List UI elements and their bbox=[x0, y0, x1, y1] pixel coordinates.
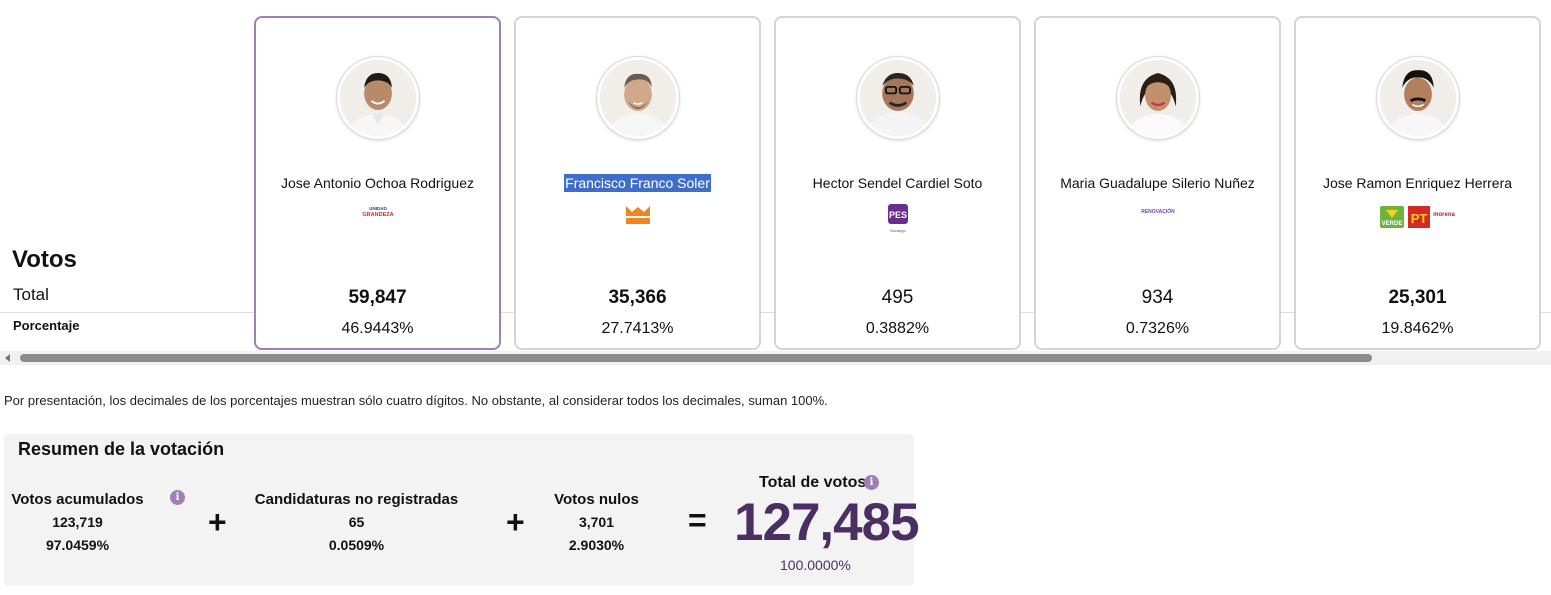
total-votes-percentage: 100.0000% bbox=[780, 557, 851, 573]
svg-text:VERDE: VERDE bbox=[1381, 221, 1402, 227]
candidate-name: Hector Sendel Cardiel Soto bbox=[812, 175, 983, 191]
null-votes-value: 3,701 bbox=[578, 514, 615, 530]
svg-text:Durango: Durango bbox=[890, 228, 906, 233]
unregistered-value: 65 bbox=[348, 514, 365, 530]
scrollbar-thumb[interactable] bbox=[20, 354, 1372, 362]
candidate-card[interactable]: Maria Guadalupe Silerio Nuñez RENOVACIÓN… bbox=[1034, 16, 1281, 350]
accumulated-votes: Votos acumulados 123,719 97.0459% bbox=[10, 491, 145, 553]
svg-text:RENOVACIÓN: RENOVACIÓN bbox=[1141, 207, 1175, 215]
accumulated-votes-label: Votos acumulados bbox=[11, 491, 144, 508]
candidate-card[interactable]: Jose Ramon Enriquez Herrera VERDE PT mor… bbox=[1294, 16, 1541, 350]
candidate-percentage: 0.7326% bbox=[1125, 320, 1190, 337]
unregistered-candidates: Candidaturas no registradas 65 0.0509% bbox=[249, 491, 464, 553]
null-votes-label: Votos nulos bbox=[554, 491, 639, 508]
total-row-label: Total bbox=[13, 285, 49, 304]
party-logo: PES Durango bbox=[776, 204, 1019, 233]
svg-text:GRANDEZA: GRANDEZA bbox=[362, 212, 393, 218]
svg-text:PT: PT bbox=[1410, 211, 1427, 226]
party-logo: RENOVACIÓN bbox=[1036, 204, 1279, 232]
candidate-percentage: 27.7413% bbox=[601, 320, 674, 337]
party-logo: UNIDAD GRANDEZA bbox=[256, 204, 499, 232]
candidate-card[interactable]: Francisco Franco Soler 35,366 27.7413% bbox=[514, 16, 761, 350]
info-icon[interactable]: i bbox=[170, 490, 185, 505]
candidate-votes: 35,366 bbox=[608, 287, 667, 308]
info-icon[interactable]: i bbox=[864, 475, 879, 490]
candidate-votes: 25,301 bbox=[1388, 287, 1447, 308]
null-votes: Votos nulos 3,701 2.9030% bbox=[539, 491, 654, 553]
accumulated-votes-percentage: 97.0459% bbox=[45, 537, 110, 553]
votes-labels: Votos Total Porcentaje bbox=[0, 0, 250, 350]
candidate-votes: 495 bbox=[881, 287, 914, 308]
svg-text:morena: morena bbox=[1433, 212, 1455, 218]
candidate-avatar bbox=[1376, 57, 1459, 139]
candidate-avatar bbox=[856, 57, 939, 139]
party-logo: VERDE PT morena bbox=[1296, 204, 1539, 232]
candidate-name: Francisco Franco Soler bbox=[516, 174, 759, 192]
plus-operator: + bbox=[208, 504, 227, 540]
candidate-avatar bbox=[1116, 57, 1199, 139]
candidate-card[interactable]: Hector Sendel Cardiel Soto PES Durango 4… bbox=[774, 16, 1021, 350]
candidate-avatar bbox=[336, 57, 419, 139]
percentage-note: Por presentación, los decimales de los p… bbox=[4, 393, 828, 408]
summary-title: Resumen de la votación bbox=[18, 439, 225, 459]
candidate-votes: 934 bbox=[1141, 287, 1174, 308]
votes-title: Votos bbox=[12, 246, 77, 273]
candidate-percentage: 46.9443% bbox=[341, 320, 414, 337]
plus-operator: + bbox=[506, 504, 525, 540]
svg-text:UNIDAD: UNIDAD bbox=[369, 206, 387, 211]
candidate-name: Jose Antonio Ochoa Rodriguez bbox=[280, 175, 474, 191]
candidate-name: Jose Ramon Enriquez Herrera bbox=[1322, 175, 1513, 191]
scroll-left-arrow-icon[interactable] bbox=[5, 354, 10, 362]
total-votes-value: 127,485 bbox=[734, 493, 920, 552]
equals-operator: = bbox=[688, 502, 707, 538]
candidate-percentage: 0.3882% bbox=[865, 320, 930, 337]
unregistered-label: Candidaturas no registradas bbox=[254, 491, 459, 508]
candidate-avatar bbox=[596, 57, 679, 139]
candidate-name-text: Francisco Franco Soler bbox=[564, 174, 711, 192]
total-votes-label: Total de votos bbox=[759, 474, 867, 491]
vote-summary-panel: Resumen de la votación Votos acumulados … bbox=[4, 434, 920, 586]
unregistered-percentage: 0.0509% bbox=[328, 537, 385, 553]
candidate-card[interactable]: Jose Antonio Ochoa Rodriguez UNIDAD GRAN… bbox=[254, 16, 501, 350]
candidate-name: Maria Guadalupe Silerio Nuñez bbox=[1060, 175, 1255, 191]
svg-text:PES: PES bbox=[888, 210, 906, 220]
candidate-votes: 59,847 bbox=[348, 287, 407, 308]
candidate-percentage: 19.8462% bbox=[1381, 320, 1454, 337]
party-logo bbox=[516, 204, 759, 232]
percentage-row-label: Porcentaje bbox=[13, 318, 80, 333]
accumulated-votes-value: 123,719 bbox=[52, 514, 103, 530]
null-votes-percentage: 2.9030% bbox=[568, 537, 625, 553]
